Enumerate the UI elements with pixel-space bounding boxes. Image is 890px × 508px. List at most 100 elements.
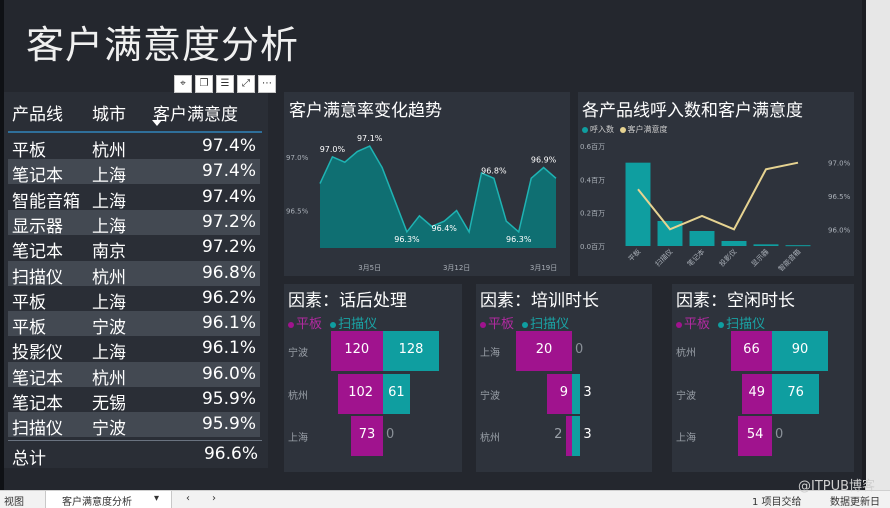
right-scroll-area[interactable] xyxy=(862,0,890,490)
factor-city-label: 宁波 xyxy=(676,390,696,402)
cell-city: 上海 xyxy=(92,343,126,364)
cell-city: 杭州 xyxy=(92,267,126,288)
factor-bar-tablet[interactable] xyxy=(730,331,772,371)
nav-next-icon[interactable]: › xyxy=(212,493,216,504)
combo-bar[interactable] xyxy=(689,231,715,246)
factor-bar-tablet[interactable] xyxy=(566,416,572,456)
factor-bar-tablet[interactable] xyxy=(546,373,572,414)
table-row[interactable]: 笔记本 南京 97.2% xyxy=(8,235,260,262)
factor-legend: 平板 扫描仪 xyxy=(480,313,569,332)
more-icon[interactable]: ⋯ xyxy=(258,75,276,93)
combo-bar[interactable] xyxy=(753,244,779,246)
factor-value-scanner: 76 xyxy=(787,384,804,400)
trend-data-label: 97.1% xyxy=(357,134,383,143)
cell-product: 笔记本 xyxy=(12,368,63,389)
legend-tablet-dot xyxy=(676,321,682,328)
table-row[interactable]: 平板 宁波 96.1% xyxy=(8,311,260,338)
combo-chart: 0.6百万 0.4百万 0.2百万 0.0百万 97.0% 96.5% 96.0% 平板 扫描仪… xyxy=(580,143,851,273)
factor-value-scanner: 3 xyxy=(583,384,592,400)
combo-xtick: 投影仪 xyxy=(717,247,738,268)
factor-value-tablet: 120 xyxy=(344,342,370,357)
combo-title: 各产品线呼入数和客户满意度 xyxy=(582,101,803,121)
factor-title: 因素：培训时长 xyxy=(480,291,599,311)
header-divider xyxy=(8,131,262,133)
table-row[interactable]: 笔记本 杭州 96.0% xyxy=(8,361,260,389)
factor-bar-scanner[interactable] xyxy=(383,373,410,414)
factor-title: 因素：空闲时长 xyxy=(676,291,795,311)
cell-product: 扫描仪 xyxy=(12,267,63,288)
combo-xtick: 笔记本 xyxy=(685,247,706,268)
legend-satisfaction-dot xyxy=(619,126,626,133)
factor-value-scanner: 3 xyxy=(583,427,592,442)
page-tab[interactable]: 客户满意度分析 ▾ xyxy=(45,491,172,508)
factor-bar-tablet[interactable] xyxy=(738,416,772,456)
filter-icon[interactable]: ☰ xyxy=(216,75,234,93)
factor-bar-tablet[interactable] xyxy=(741,373,772,414)
table-row[interactable]: 笔记本 上海 97.4% xyxy=(8,159,260,186)
trend-data-label: 97.0% xyxy=(320,145,346,154)
header-product[interactable]: 产品线 xyxy=(12,105,63,125)
cell-city: 上海 xyxy=(92,191,126,212)
total-divider xyxy=(8,440,262,441)
table-row[interactable]: 平板 杭州 97.4% xyxy=(8,134,260,161)
cell-product: 平板 xyxy=(12,292,46,313)
factor-bar-scanner[interactable] xyxy=(572,416,581,456)
table-row[interactable]: 智能音箱 上海 97.4% xyxy=(8,185,260,212)
table-row[interactable]: 平板 上海 96.2% xyxy=(8,286,260,313)
combo-left-tick: 0.2百万 xyxy=(580,210,605,218)
focus-icon[interactable]: ⤢ xyxy=(237,75,255,93)
cell-satisfaction: 97.4% xyxy=(201,186,256,207)
table-row[interactable]: 笔记本 无锡 95.9% xyxy=(8,387,260,414)
trend-data-label: 96.3% xyxy=(394,235,420,244)
legend-satisfaction: 客户满意度 xyxy=(627,125,668,134)
factor-value-scanner: 0 xyxy=(386,427,395,442)
combo-right-tick: 96.0% xyxy=(828,226,851,234)
table-row[interactable]: 显示器 上海 97.2% xyxy=(8,209,260,237)
sort-desc-icon xyxy=(152,120,162,126)
combo-left-tick: 0.0百万 xyxy=(580,243,605,251)
factor-bar-tablet[interactable] xyxy=(516,331,572,371)
combo-bar[interactable] xyxy=(625,162,651,246)
factor-bar-scanner[interactable] xyxy=(772,373,820,414)
cell-city: 无锡 xyxy=(92,394,126,414)
table-row[interactable]: 投影仪 上海 96.1% xyxy=(8,336,260,364)
trend-data-label: 96.3% xyxy=(506,235,532,244)
factor-value-tablet: 20 xyxy=(535,342,553,357)
header-city[interactable]: 城市 xyxy=(92,105,126,125)
cell-city: 杭州 xyxy=(92,368,126,389)
visual-toolbar: ⌖ ❐ ☰ ⤢ ⋯ xyxy=(174,75,276,93)
factor-value-tablet: 66 xyxy=(743,342,760,357)
combo-bar[interactable] xyxy=(721,241,747,246)
header-satisfaction[interactable]: 客户满意度 xyxy=(153,105,238,125)
tab-close-icon[interactable]: ▾ xyxy=(154,493,160,504)
trend-area[interactable] xyxy=(320,146,556,248)
combo-line[interactable] xyxy=(637,161,799,231)
legend-scanner-dot xyxy=(330,321,337,328)
factor-bar-scanner[interactable] xyxy=(572,373,581,414)
factor-title: 因素：话后处理 xyxy=(288,291,407,311)
combo-xtick: 智能音箱 xyxy=(776,247,802,273)
cell-satisfaction: 97.2% xyxy=(201,211,256,232)
trend-line[interactable] xyxy=(319,145,557,234)
cell-satisfaction: 97.4% xyxy=(201,136,256,156)
copy-icon[interactable]: ❐ xyxy=(195,75,213,93)
factor-bar-scanner[interactable] xyxy=(772,331,828,371)
legend-calls-dot xyxy=(582,126,588,133)
pin-icon[interactable]: ⌖ xyxy=(174,75,192,93)
factor-value-tablet: 9 xyxy=(559,384,568,400)
cell-product: 扫描仪 xyxy=(12,419,63,440)
factor-bar-tablet[interactable] xyxy=(351,416,383,456)
factor-bar-scanner[interactable] xyxy=(383,331,439,371)
table-row[interactable]: 扫描仪 宁波 95.9% xyxy=(8,412,260,440)
legend-scanner: 扫描仪 xyxy=(530,317,570,332)
combo-bar[interactable] xyxy=(785,245,811,247)
trend-ytick: 97.0% xyxy=(286,154,309,162)
status-view[interactable]: 视图 xyxy=(4,497,24,508)
factor-city-label: 宁波 xyxy=(288,348,308,359)
combo-right-tick: 96.5% xyxy=(828,193,851,201)
nav-prev-icon[interactable]: ‹ xyxy=(186,493,190,504)
factor-bar-tablet[interactable] xyxy=(338,373,383,414)
factor-bar-tablet[interactable] xyxy=(330,331,383,371)
table-row[interactable]: 扫描仪 杭州 96.8% xyxy=(8,260,260,288)
factor-value-tablet: 73 xyxy=(358,427,376,442)
